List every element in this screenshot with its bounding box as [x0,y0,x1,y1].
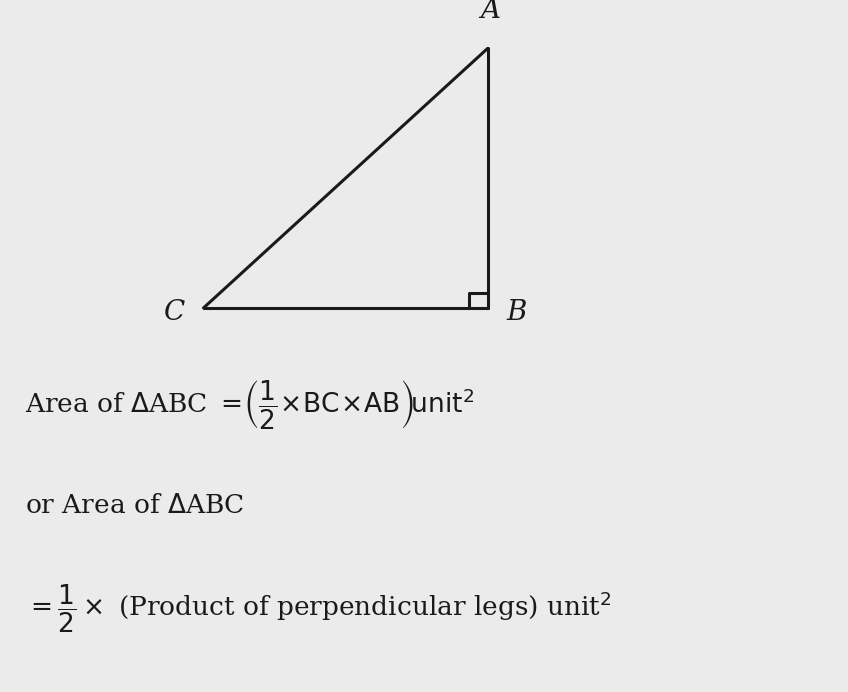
Text: B: B [506,299,527,327]
Text: $= \dfrac{1}{2} \times$ (Product of perpendicular legs) unit$^2$: $= \dfrac{1}{2} \times$ (Product of perp… [25,583,612,635]
Text: A: A [480,0,500,24]
Text: C: C [164,299,185,327]
Text: or Area of $\Delta$ABC: or Area of $\Delta$ABC [25,493,245,518]
Text: Area of $\Delta$ABC $= \!\left(\dfrac{1}{2}\!\times\! \mathrm{BC}\!\times\!\math: Area of $\Delta$ABC $= \!\left(\dfrac{1}… [25,379,475,431]
